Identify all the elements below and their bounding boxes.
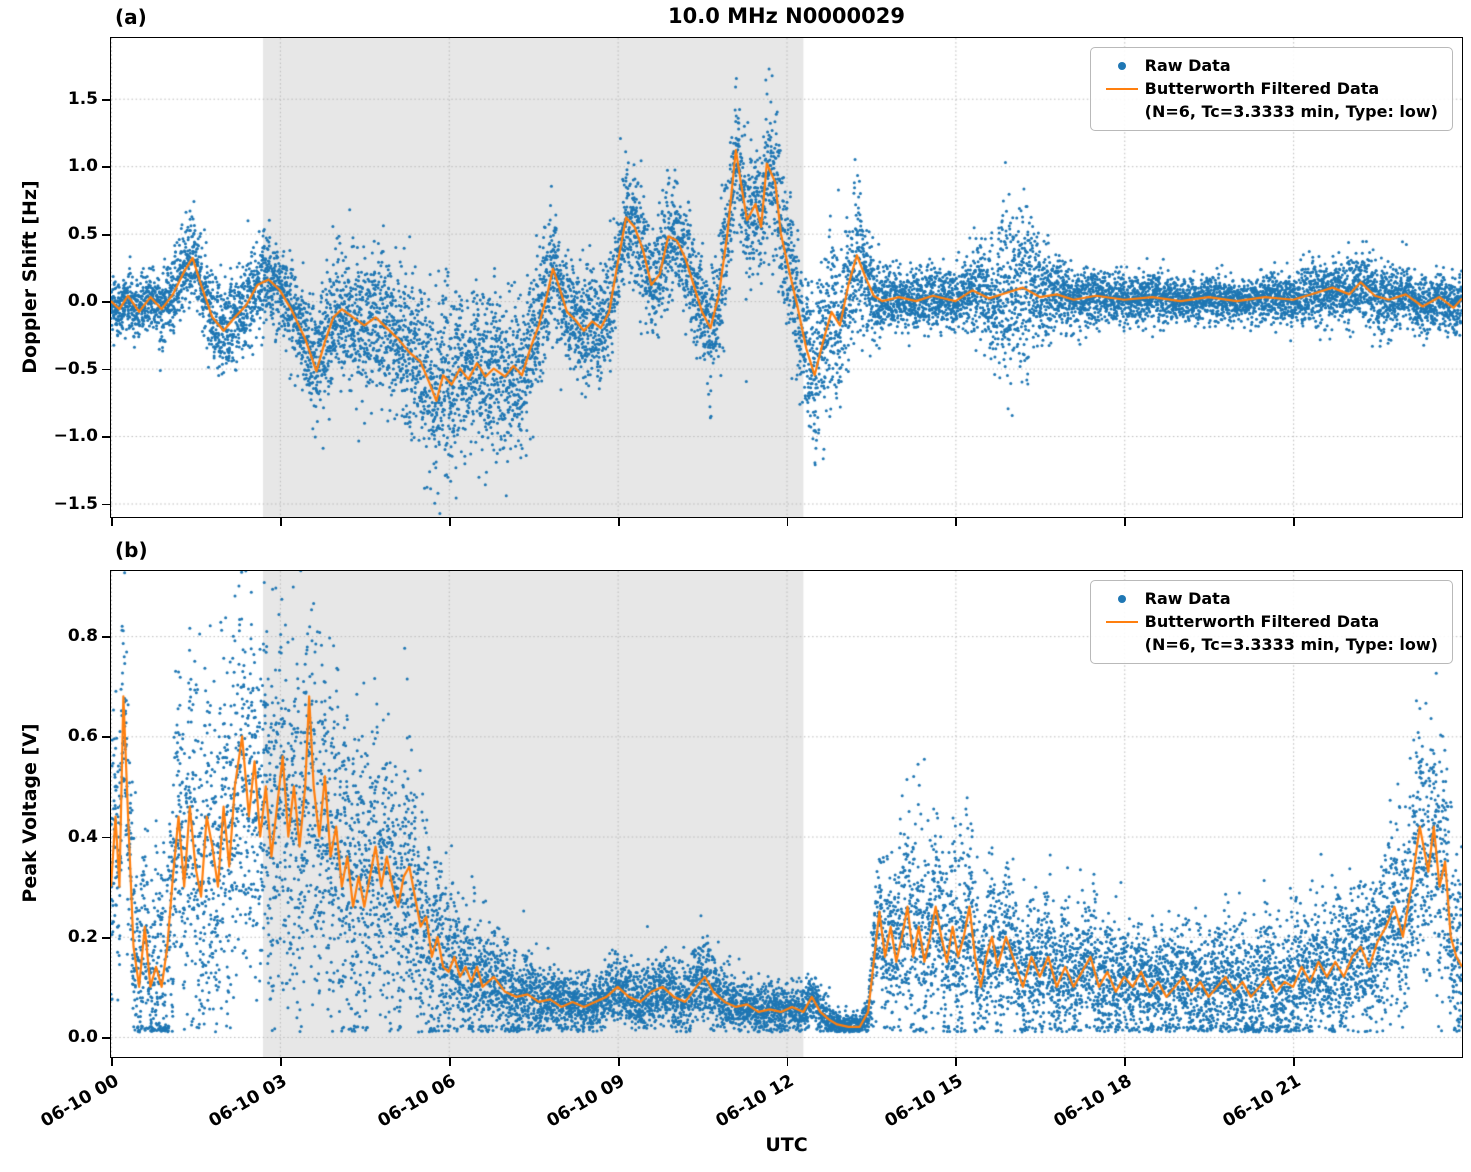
x-tick-mark	[111, 518, 113, 526]
x-tick-label: 06-10 06	[374, 1071, 460, 1132]
y-tick-mark	[102, 436, 110, 438]
legend-raw-label: Raw Data	[1144, 56, 1231, 75]
x-tick-mark	[448, 518, 451, 526]
x-tick-mark	[448, 1058, 451, 1066]
x-tick-mark	[1124, 518, 1127, 526]
y-tick-mark	[102, 98, 110, 101]
y-tick-label: 0.6	[67, 726, 98, 747]
legend-filtered-label: Butterworth Filtered Data	[1144, 611, 1380, 631]
x-tick-mark	[617, 518, 620, 526]
y-tick-label: 0.8	[67, 626, 98, 647]
x-tick-label: 06-10 03	[206, 1071, 291, 1132]
scatter-marker-icon	[1117, 62, 1126, 71]
x-tick-mark	[786, 1058, 789, 1066]
panel-a-plot-area: Raw Data Butterworth Filtered Data (N=6,…	[110, 37, 1463, 518]
y-tick-label: −1.5	[53, 493, 98, 514]
y-tick-mark	[102, 836, 110, 839]
panel-a-y-axis-label: Doppler Shift [Hz]	[19, 180, 41, 374]
scatter-marker-icon	[1117, 595, 1126, 604]
line-marker-icon	[1105, 87, 1138, 91]
y-tick-label: 0.0	[67, 291, 98, 312]
y-tick-mark	[102, 936, 110, 939]
x-tick-mark	[955, 518, 958, 526]
y-tick-label: 0.5	[67, 223, 98, 244]
y-tick-mark	[102, 1037, 110, 1039]
y-tick-label: 0.4	[67, 826, 98, 847]
panel-a-label: (a)	[115, 5, 147, 29]
x-tick-mark	[1293, 518, 1296, 526]
x-tick-mark	[111, 1058, 113, 1066]
x-tick-label: 06-10 00	[37, 1071, 122, 1132]
x-tick-label: 06-10 21	[1219, 1071, 1305, 1132]
y-tick-mark	[102, 166, 110, 169]
x-tick-mark	[1124, 1058, 1127, 1066]
y-tick-label: −0.5	[53, 358, 98, 379]
x-tick-mark	[279, 518, 282, 526]
legend-filtered-label: Butterworth Filtered Data	[1144, 78, 1380, 98]
panel-b-plot-area: Raw Data Butterworth Filtered Data (N=6,…	[110, 570, 1463, 1058]
legend-raw-label: Raw Data	[1144, 589, 1231, 608]
y-tick-label: 0.0	[67, 1026, 98, 1047]
panel-b-y-axis-label: Peak Voltage [V]	[19, 723, 41, 903]
y-tick-mark	[102, 636, 110, 639]
panel-a-legend: Raw Data Butterworth Filtered Data (N=6,…	[1089, 47, 1453, 132]
x-tick-mark	[786, 518, 789, 526]
y-tick-mark	[102, 368, 110, 371]
x-tick-mark	[617, 1058, 620, 1066]
y-tick-mark	[102, 301, 110, 303]
y-tick-label: −1.0	[53, 426, 98, 447]
y-tick-mark	[102, 736, 110, 739]
line-marker-icon	[1105, 620, 1138, 624]
x-axis-label: UTC	[765, 1134, 808, 1156]
x-tick-label: 06-10 09	[543, 1071, 629, 1132]
y-tick-label: 1.5	[67, 88, 98, 109]
panel-b-legend: Raw Data Butterworth Filtered Data (N=6,…	[1089, 580, 1453, 665]
panel-b-label: (b)	[115, 538, 148, 562]
x-tick-mark	[955, 1058, 958, 1066]
y-tick-mark	[102, 503, 110, 506]
y-tick-mark	[102, 233, 110, 236]
x-tick-mark	[279, 1058, 282, 1066]
y-tick-label: 1.0	[67, 156, 98, 177]
x-tick-label: 06-10 18	[1050, 1071, 1136, 1132]
y-tick-label: 0.2	[67, 926, 98, 947]
x-tick-mark	[1293, 1058, 1296, 1066]
legend-filtered-params: (N=6, Tc=3.3333 min, Type: low)	[1144, 634, 1438, 654]
chart-title: 10.0 MHz N0000029	[668, 4, 905, 28]
x-tick-label: 06-10 12	[712, 1071, 798, 1132]
x-tick-label: 06-10 15	[881, 1071, 967, 1132]
legend-filtered-params: (N=6, Tc=3.3333 min, Type: low)	[1144, 101, 1438, 121]
